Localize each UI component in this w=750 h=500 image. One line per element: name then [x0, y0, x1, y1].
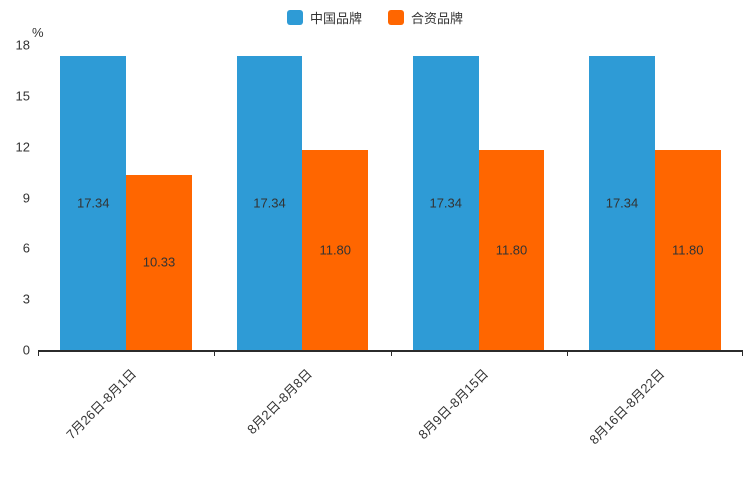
x-axis-label: 8月16日-8月22日	[586, 366, 668, 448]
y-axis-tick-label: 3	[22, 291, 30, 307]
y-axis-tick-label: 12	[15, 139, 30, 155]
bar-value-label: 17.34	[429, 195, 463, 211]
bar-series-1-cat-1[interactable]: 11.80	[302, 150, 369, 350]
bar-value-label: 11.80	[319, 242, 352, 258]
x-axis-tick-mark	[38, 350, 39, 356]
bar-value-label: 17.34	[253, 195, 286, 211]
bar-value-label: 11.80	[495, 242, 528, 258]
legend-swatch-icon	[286, 10, 303, 25]
y-axis-tick-label: 6	[22, 240, 30, 256]
legend: 中国品牌 合资品牌	[0, 8, 750, 27]
bar-group: 17.34 11.80	[214, 45, 390, 350]
bar-series-0-cat-0[interactable]: 17.34	[60, 56, 127, 350]
legend-label: 中国品牌	[309, 11, 362, 26]
x-axis-tick-mark	[214, 350, 216, 356]
legend-item-series-0[interactable]: 中国品牌	[286, 8, 362, 27]
bar-value-label: 17.34	[605, 195, 639, 211]
bar-value-label: 11.80	[671, 242, 704, 258]
legend-label: 合资品牌	[411, 11, 464, 26]
bar-series-1-cat-2[interactable]: 11.80	[478, 150, 545, 350]
bar-series-1-cat-3[interactable]: 11.80	[654, 150, 721, 350]
bar-series-0-cat-3[interactable]: 17.34	[589, 56, 655, 350]
y-axis-tick-label: 15	[15, 88, 30, 104]
x-axis-label: 7月26日-8月1日	[62, 366, 139, 443]
y-axis-tick-label: 0	[22, 342, 30, 358]
y-axis-tick-label: 18	[15, 37, 30, 53]
bar-series-0-cat-2[interactable]: 17.34	[412, 56, 479, 350]
bar-group: 17.34 11.80	[391, 45, 567, 350]
bar-group: 17.34 10.33	[38, 45, 214, 350]
x-axis-labels: 7月26日-8月1日 8月2日-8月8日 8月9日-8月15日 8月16日-8月22日	[38, 352, 743, 497]
bar-value-label: 17.34	[76, 195, 110, 211]
x-axis-label: 8月2日-8月8日	[244, 366, 316, 438]
y-axis-tick-label: 9	[22, 190, 30, 205]
x-axis-tick-mark	[390, 350, 392, 356]
bar-series-1-cat-0[interactable]: 10.33	[126, 174, 192, 350]
x-axis-tick-mark	[566, 350, 568, 356]
x-axis-label: 8月9日-8月15日	[415, 366, 492, 443]
plot-area: 17.34 10.33 17.34 11.80 17.34 11.80 17.34 11.80	[38, 45, 743, 356]
legend-swatch-icon	[388, 10, 404, 25]
y-axis-unit-label: %	[32, 25, 44, 40]
y-axis: 18 15 12 9 6 3 0	[0, 38, 30, 358]
bar-group: 17.34 11.80	[567, 45, 743, 350]
bar-value-label: 10.33	[142, 254, 176, 270]
x-axis-tick-mark	[742, 350, 743, 356]
bar-series-0-cat-1[interactable]: 17.34	[236, 56, 303, 350]
legend-item-series-1[interactable]: 合资品牌	[388, 8, 463, 27]
